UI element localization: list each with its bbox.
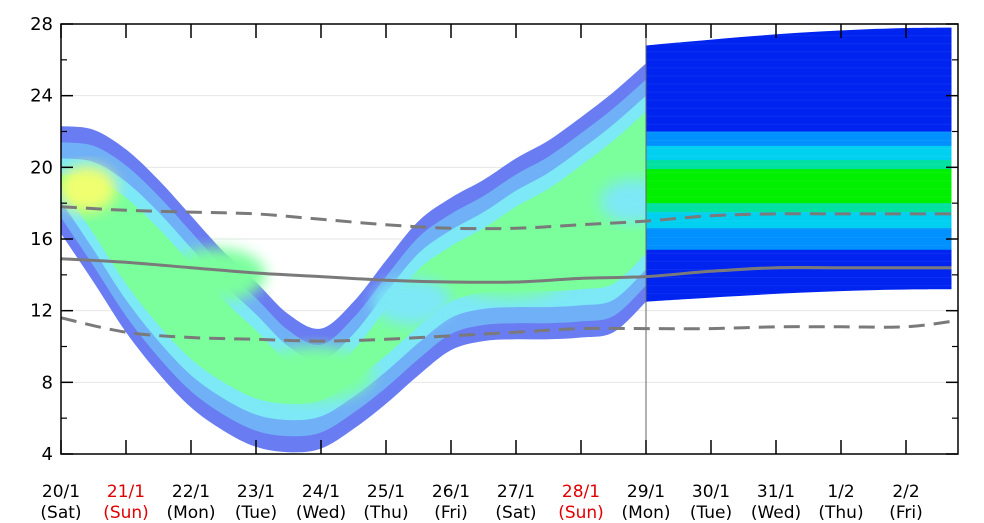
xtick-day-label: (Wed): [751, 503, 801, 523]
xtick-date-label: 23/1: [237, 482, 275, 502]
ytick-label: 20: [30, 157, 53, 178]
ytick-label: 16: [30, 229, 53, 250]
density-peak: [168, 248, 266, 302]
xtick-date-label: 20/1: [42, 482, 80, 502]
xtick-date-label: 31/1: [757, 482, 795, 502]
ytick-label: 24: [30, 86, 53, 107]
xtick-day-label: (Fri): [434, 503, 468, 523]
xtick-day-label: (Wed): [296, 503, 346, 523]
xtick-date-label: 26/1: [432, 482, 470, 502]
density-peak: [373, 278, 451, 325]
xtick-day-label: (Sat): [40, 503, 81, 523]
xtick-date-label: 30/1: [692, 482, 730, 502]
xtick-day-label: (Sun): [558, 503, 604, 523]
xtick-date-label: 28/1: [562, 482, 600, 502]
ytick-label: 8: [42, 372, 53, 393]
xtick-day-label: (Mon): [621, 503, 670, 523]
xtick-date-label: 22/1: [172, 482, 210, 502]
xtick-date-label: 29/1: [627, 482, 665, 502]
xtick-date-label: 21/1: [107, 482, 145, 502]
ytick-label: 28: [30, 14, 53, 35]
xtick-date-label: 25/1: [367, 482, 405, 502]
ytick-label: 4: [42, 444, 53, 465]
xtick-date-label: 24/1: [302, 482, 340, 502]
xtick-day-label: (Sat): [495, 503, 536, 523]
xtick-day-label: (Tue): [690, 503, 732, 523]
xtick-date-label: 2/2: [892, 482, 919, 502]
forecast-band-4: [646, 169, 952, 203]
density-peak: [256, 347, 373, 401]
xtick-day-label: (Sun): [103, 503, 149, 523]
density-peak: [451, 252, 568, 299]
xtick-day-label: (Tue): [235, 503, 277, 523]
xtick-date-label: 27/1: [497, 482, 535, 502]
xtick-day-label: (Thu): [818, 503, 863, 523]
density-peak: [58, 166, 117, 213]
xtick-day-label: (Fri): [889, 503, 923, 523]
xtick-day-label: (Thu): [363, 503, 408, 523]
xtick-date-label: 1/2: [827, 482, 854, 502]
ytick-label: 12: [30, 301, 53, 322]
xtick-day-label: (Mon): [166, 503, 215, 523]
